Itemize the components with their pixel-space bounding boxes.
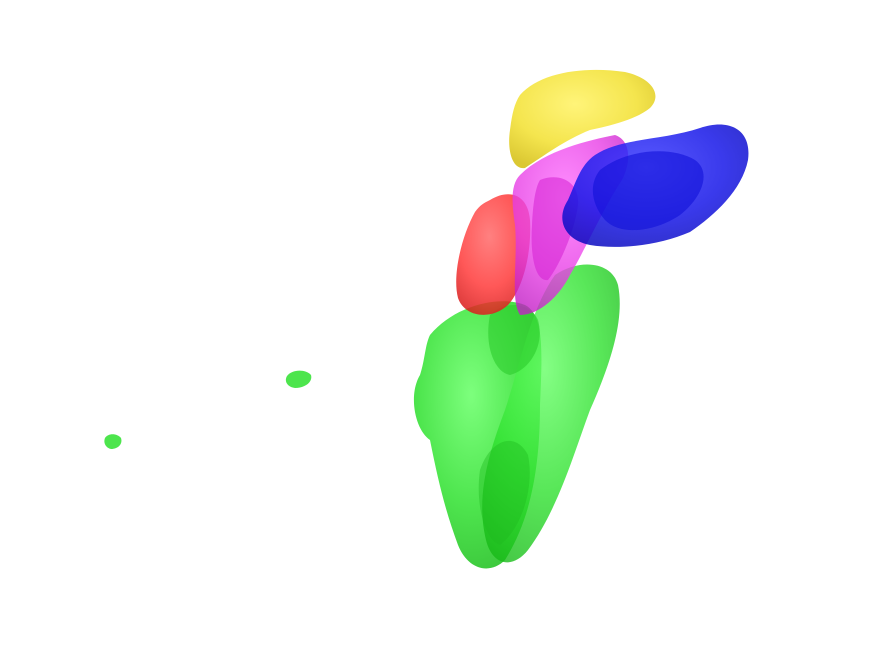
green-structure-main	[413, 264, 620, 569]
yellow-structure	[509, 69, 656, 169]
green-structure-fragment	[285, 370, 312, 388]
blue-structure	[562, 124, 749, 247]
green-structure-fragment	[104, 434, 122, 449]
red-structure	[456, 194, 531, 315]
